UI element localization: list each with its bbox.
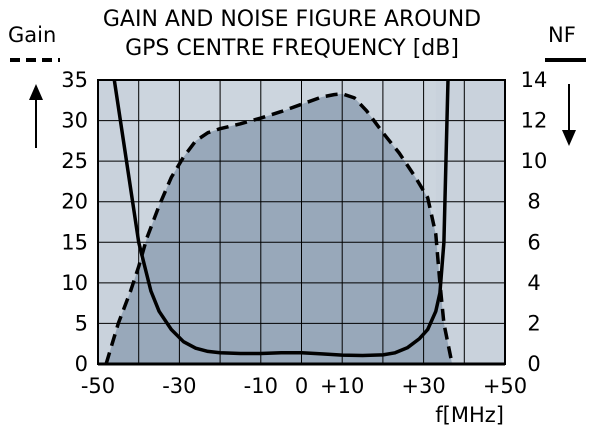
x-tick-label: -30 [162, 374, 196, 398]
chart-title-line-2: GPS CENTRE FREQUENCY [dB] [125, 36, 459, 61]
legend-markers [10, 58, 586, 148]
right-tick-label: 10 [521, 149, 548, 173]
nf-down-arrow-icon [562, 130, 576, 146]
left-tick-label: 20 [61, 190, 88, 214]
left-tick-label: 30 [61, 109, 88, 133]
x-tick-label: +30 [401, 374, 445, 398]
right-tick-label: 0 [527, 352, 540, 376]
right-tick-label: 2 [527, 311, 540, 335]
right-tick-label: 6 [527, 230, 540, 254]
left-tick-label: 35 [61, 68, 88, 92]
right-tick-label: 12 [521, 109, 548, 133]
gain-up-arrow-icon [29, 84, 43, 100]
left-tick-label: 0 [75, 352, 88, 376]
left-tick-label: 25 [61, 149, 88, 173]
x-tick-label: 0 [295, 374, 308, 398]
x-tick-label: -10 [244, 374, 278, 398]
gain-line [104, 92, 454, 365]
right-tick-label: 8 [527, 190, 540, 214]
x-axis-label: f[MHz] [435, 403, 504, 427]
left-tick-label: 15 [61, 230, 88, 254]
nf-line [112, 79, 450, 358]
x-tick-label: -50 [81, 374, 115, 398]
left-tick-label: 5 [75, 311, 88, 335]
left-axis-label: Gain [8, 23, 56, 47]
axes [97, 79, 506, 366]
x-tick-label: +50 [483, 374, 527, 398]
right-axis-label: NF [548, 23, 576, 47]
x-tick-label: +10 [320, 374, 364, 398]
right-tick-label: 4 [527, 271, 540, 295]
left-tick-label: 10 [61, 271, 88, 295]
series-lines [104, 79, 454, 365]
chart-text: GAIN AND NOISE FIGURE AROUND GPS CENTRE … [8, 7, 576, 427]
grid [97, 79, 506, 365]
right-tick-label: 14 [521, 68, 548, 92]
chart-title-line-1: GAIN AND NOISE FIGURE AROUND [103, 7, 481, 32]
